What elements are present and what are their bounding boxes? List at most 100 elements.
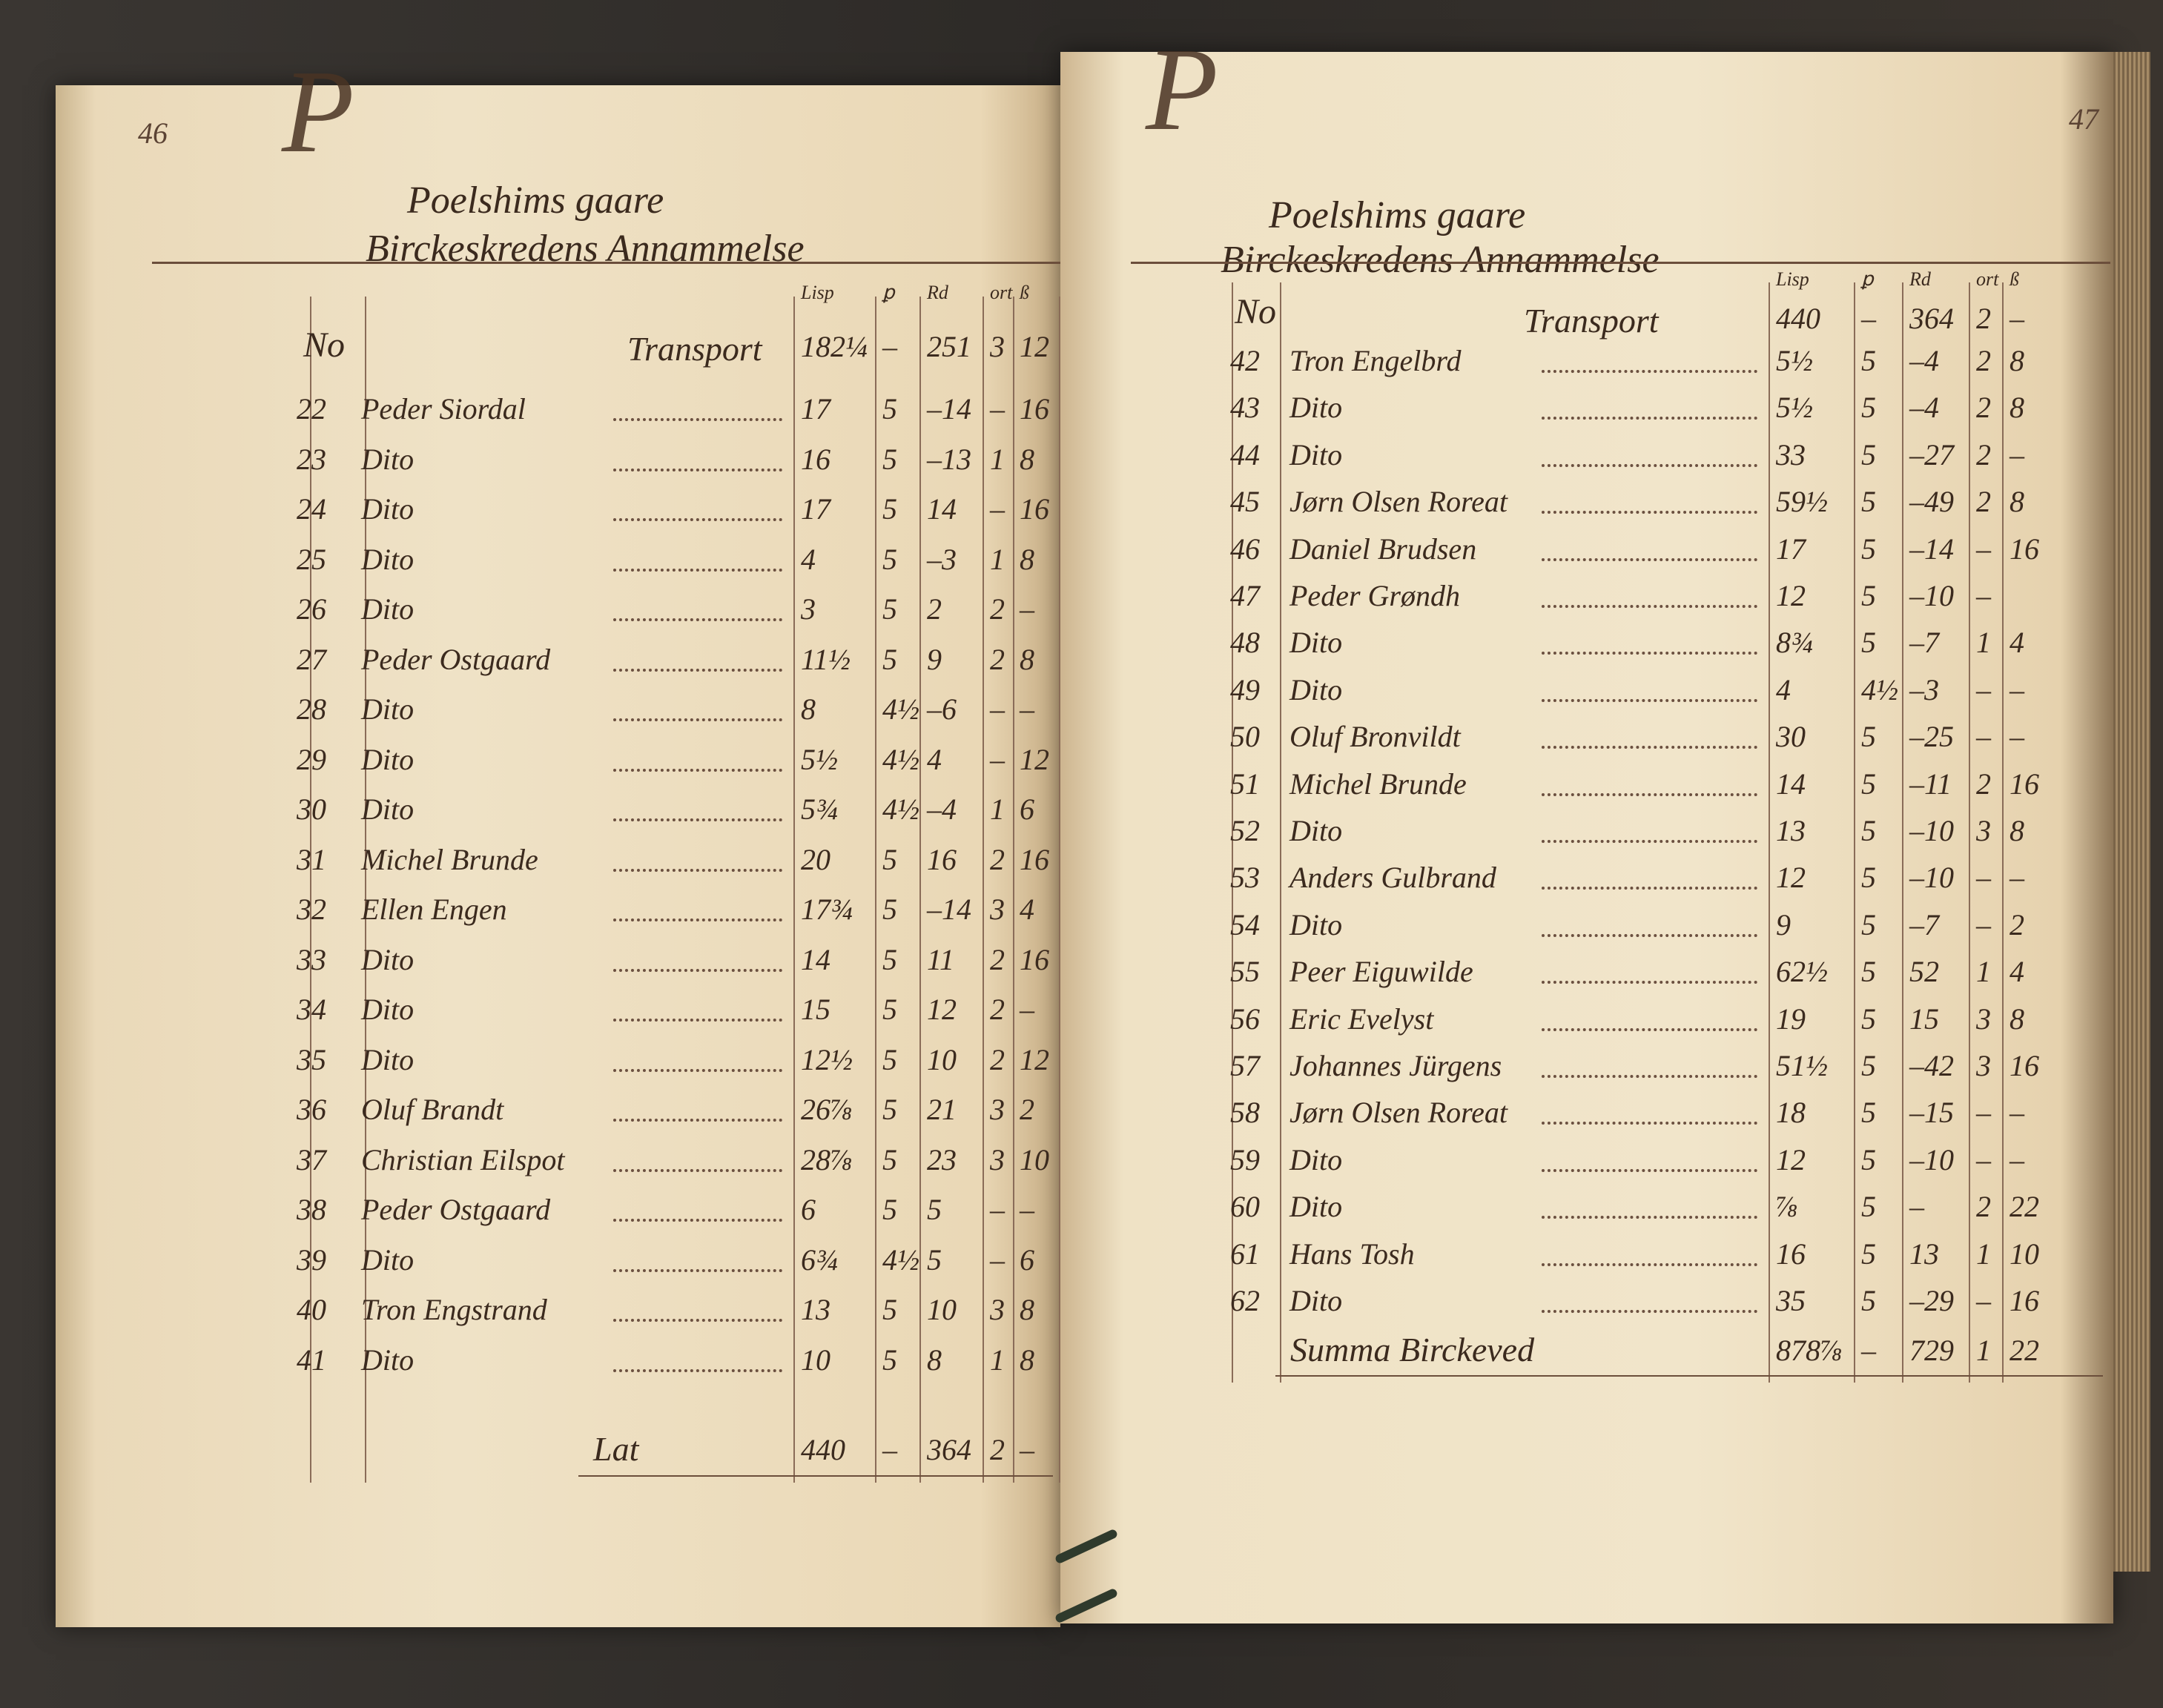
- entry-number: 23: [297, 443, 326, 476]
- entry-number: 35: [297, 1043, 326, 1076]
- entry-value: 28⅞: [801, 1143, 853, 1176]
- leader-dots: [613, 1119, 782, 1122]
- entry-value: 12: [1776, 1143, 1806, 1176]
- entry-number: 58: [1230, 1096, 1260, 1129]
- entry-name: Michel Brunde: [1289, 767, 1467, 801]
- entry-value: 5: [1861, 1049, 1876, 1082]
- entry-name: Daniel Brudsen: [1289, 532, 1477, 566]
- entry-value: 26⅞: [801, 1093, 853, 1126]
- entry-name: Dito: [1289, 391, 1343, 424]
- entry-value: –4: [927, 792, 957, 826]
- entry-value: 5: [1861, 438, 1876, 471]
- entry-value: 6: [1020, 792, 1034, 826]
- no-label: No: [303, 325, 346, 365]
- entry-value: –11: [1909, 767, 1952, 801]
- entry-value: 51½: [1776, 1049, 1828, 1082]
- leader-dots: [1542, 746, 1757, 749]
- entry-value: –: [1976, 720, 1991, 753]
- entry-value: 3: [990, 1293, 1005, 1326]
- entry-value: 15: [801, 993, 830, 1026]
- title-line-1: Poelshims gaare: [407, 179, 664, 222]
- entry-name: Ellen Engen: [361, 893, 507, 926]
- leader-dots: [613, 569, 782, 572]
- entry-number: 49: [1230, 673, 1260, 706]
- entry-number: 47: [1230, 579, 1260, 612]
- leader-dots: [613, 869, 782, 872]
- entry-value: 4½: [882, 792, 919, 826]
- leader-dots: [613, 1019, 782, 1022]
- right-page: [1060, 52, 2113, 1623]
- entry-value: 5: [1861, 955, 1876, 988]
- total-value: 878⅞: [1776, 1334, 1843, 1367]
- entry-value: 5: [1861, 861, 1876, 894]
- entry-number: 34: [297, 993, 326, 1026]
- entry-value: –3: [1909, 673, 1939, 706]
- column-rule: [1059, 297, 1060, 1483]
- entry-value: 6: [1020, 1243, 1034, 1277]
- entry-value: 12: [1776, 861, 1806, 894]
- entry-value: 3: [1976, 1002, 1991, 1036]
- entry-value: 2: [990, 643, 1005, 676]
- entry-value: 8: [2010, 1002, 2024, 1036]
- entry-value: 23: [927, 1143, 957, 1176]
- entry-number: 28: [297, 692, 326, 726]
- entry-number: 38: [297, 1193, 326, 1226]
- entry-value: 5: [1861, 532, 1876, 566]
- entry-value: –: [2010, 861, 2024, 894]
- entry-number: 32: [297, 893, 326, 926]
- entry-value: 16: [801, 443, 830, 476]
- entry-value: –: [990, 492, 1005, 526]
- total-value: –: [882, 1433, 897, 1466]
- leader-dots: [613, 969, 782, 972]
- entry-number: 46: [1230, 532, 1260, 566]
- leader-dots: [1542, 605, 1757, 608]
- column-header: Lisp: [1776, 268, 1809, 290]
- entry-value: 8: [927, 1343, 942, 1377]
- entry-name: Dito: [361, 443, 415, 476]
- no-label: No: [1235, 292, 1277, 331]
- total-value: 729: [1909, 1334, 1954, 1367]
- entry-value: 4: [1020, 893, 1034, 926]
- leader-dots: [1542, 558, 1757, 561]
- entry-value: 1: [990, 792, 1005, 826]
- entry-name: Johannes Jürgens: [1289, 1049, 1502, 1082]
- entry-number: 53: [1230, 861, 1260, 894]
- entry-value: 14: [1776, 767, 1806, 801]
- transport-value: 364: [1909, 302, 1954, 335]
- transport-value: 12: [1020, 330, 1049, 363]
- entry-value: 12: [1020, 1043, 1049, 1076]
- entry-value: 5: [882, 1143, 897, 1176]
- entry-name: Dito: [1289, 1284, 1343, 1317]
- entry-value: 16: [2010, 767, 2039, 801]
- entry-value: 3: [990, 1093, 1005, 1126]
- entry-value: –: [1976, 908, 1991, 941]
- column-header: ß: [2010, 268, 2019, 290]
- entry-value: 1: [990, 1343, 1005, 1377]
- entry-value: 10: [927, 1293, 957, 1326]
- entry-value: 5: [1861, 814, 1876, 847]
- entry-name: Dito: [361, 1243, 415, 1277]
- column-rule: [1280, 282, 1281, 1383]
- total-value: 364: [927, 1433, 971, 1466]
- entry-name: Dito: [1289, 626, 1343, 659]
- entry-value: –10: [1909, 814, 1954, 847]
- entry-name: Dito: [361, 543, 415, 576]
- leader-dots: [1542, 934, 1757, 937]
- entry-value: 1: [990, 443, 1005, 476]
- entry-value: –: [990, 692, 1005, 726]
- column-header: ß: [1020, 282, 1029, 303]
- entry-value: 4½: [882, 743, 919, 776]
- total-value: 2: [990, 1433, 1005, 1466]
- leader-dots: [1542, 887, 1757, 890]
- entry-value: 8: [1020, 443, 1034, 476]
- entry-value: –: [2010, 1143, 2024, 1176]
- entry-value: 33: [1776, 438, 1806, 471]
- entry-number: 40: [297, 1293, 326, 1326]
- column-rule: [1232, 282, 1233, 1383]
- entry-name: Dito: [1289, 438, 1343, 471]
- entry-name: Anders Gulbrand: [1289, 861, 1496, 894]
- entry-value: 2: [1976, 1190, 1991, 1223]
- entry-value: 59½: [1776, 485, 1828, 518]
- transport-label: Transport: [627, 330, 762, 368]
- transport-value: 251: [927, 330, 971, 363]
